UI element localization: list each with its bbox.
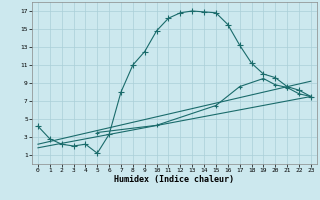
X-axis label: Humidex (Indice chaleur): Humidex (Indice chaleur)	[115, 175, 234, 184]
